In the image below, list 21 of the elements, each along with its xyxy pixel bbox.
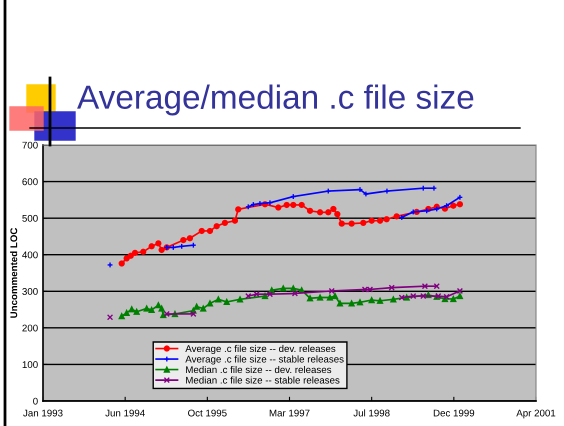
y-tick-label: 300 <box>22 288 38 295</box>
x-tick-label: Jul 1998 <box>353 409 390 416</box>
legend-label: Median .c file size -- dev. releases <box>186 366 332 374</box>
x-tick-label: Jan 1993 <box>23 410 63 416</box>
y-tick-label: 600 <box>22 178 38 186</box>
y-axis-title: Uncommented LOC <box>10 228 18 318</box>
x-tick-label: Oct 1995 <box>188 410 227 416</box>
x-tick-label: Apr 2001 <box>516 410 556 418</box>
y-tick-label: 700 <box>22 142 38 149</box>
x-tick-label: Dec 1999 <box>434 410 474 416</box>
y-tick-label: 500 <box>22 214 38 222</box>
y-tick-label: 200 <box>22 324 38 332</box>
y-tick-label: 100 <box>22 361 38 368</box>
legend-label: Average .c file size -- stable releases <box>185 355 344 364</box>
y-tick-label: 400 <box>22 251 38 258</box>
chart-title: Average/median .c file size <box>77 84 474 116</box>
x-tick-label: Jun 1994 <box>105 410 145 416</box>
legend-label: Median .c file size -- stable releases <box>186 376 340 384</box>
y-tick-label: 0 <box>33 398 38 405</box>
x-tick-label: Mar 1997 <box>270 410 310 416</box>
legend-label: Average .c file size -- dev. releases <box>185 344 336 354</box>
